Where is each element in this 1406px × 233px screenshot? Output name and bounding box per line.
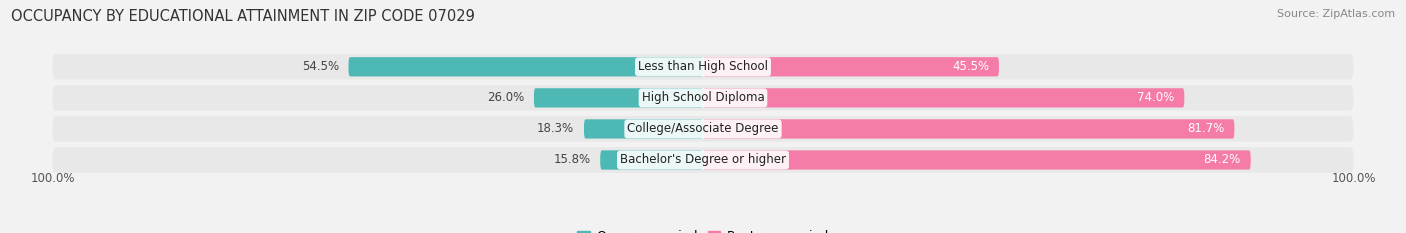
Text: Source: ZipAtlas.com: Source: ZipAtlas.com: [1277, 9, 1395, 19]
Text: 84.2%: 84.2%: [1204, 154, 1241, 167]
Text: 15.8%: 15.8%: [554, 154, 591, 167]
FancyBboxPatch shape: [534, 88, 703, 107]
FancyBboxPatch shape: [703, 150, 1251, 170]
FancyBboxPatch shape: [52, 54, 1354, 79]
Text: College/Associate Degree: College/Associate Degree: [627, 122, 779, 135]
FancyBboxPatch shape: [52, 85, 1354, 111]
FancyBboxPatch shape: [703, 88, 1184, 107]
FancyBboxPatch shape: [600, 150, 703, 170]
Text: 45.5%: 45.5%: [952, 60, 990, 73]
Text: 26.0%: 26.0%: [486, 91, 524, 104]
Text: 18.3%: 18.3%: [537, 122, 574, 135]
Text: 100.0%: 100.0%: [31, 171, 75, 185]
FancyBboxPatch shape: [349, 57, 703, 76]
Text: OCCUPANCY BY EDUCATIONAL ATTAINMENT IN ZIP CODE 07029: OCCUPANCY BY EDUCATIONAL ATTAINMENT IN Z…: [11, 9, 475, 24]
FancyBboxPatch shape: [703, 119, 1234, 139]
FancyBboxPatch shape: [52, 116, 1354, 142]
FancyBboxPatch shape: [52, 147, 1354, 173]
Text: 81.7%: 81.7%: [1188, 122, 1225, 135]
Text: 54.5%: 54.5%: [302, 60, 339, 73]
Text: 74.0%: 74.0%: [1137, 91, 1174, 104]
Text: Bachelor's Degree or higher: Bachelor's Degree or higher: [620, 154, 786, 167]
Legend: Owner-occupied, Renter-occupied: Owner-occupied, Renter-occupied: [572, 225, 834, 233]
FancyBboxPatch shape: [703, 57, 998, 76]
Text: High School Diploma: High School Diploma: [641, 91, 765, 104]
FancyBboxPatch shape: [583, 119, 703, 139]
Text: Less than High School: Less than High School: [638, 60, 768, 73]
Text: 100.0%: 100.0%: [1331, 171, 1375, 185]
